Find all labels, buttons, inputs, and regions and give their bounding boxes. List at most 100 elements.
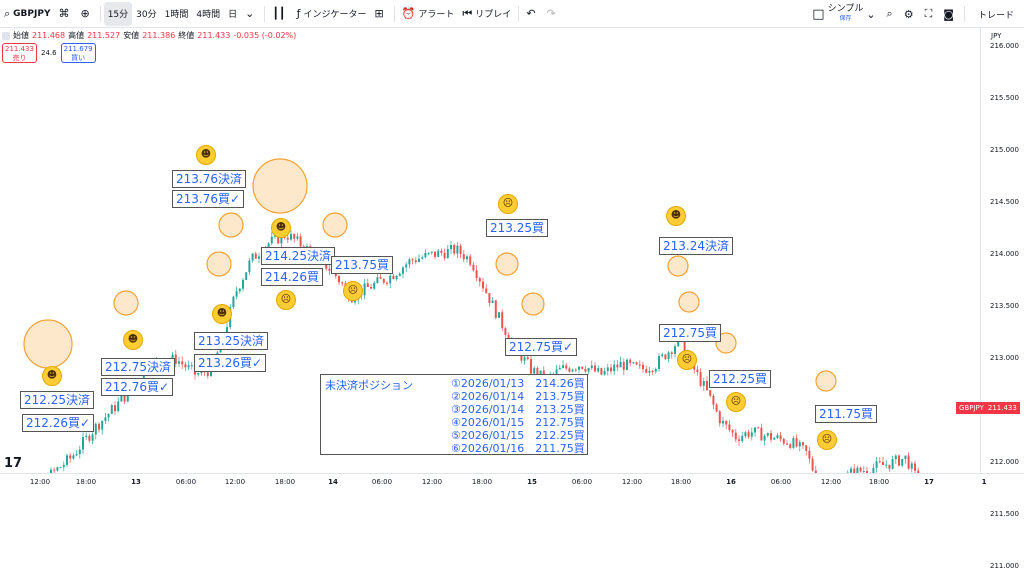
replay-label: リプレイ <box>475 7 511 20</box>
alert-button[interactable]: ⏰アラート <box>398 2 459 26</box>
sell-button[interactable]: 211.433 売り <box>2 43 37 63</box>
candle-body <box>751 432 753 436</box>
candle-body <box>437 251 439 257</box>
annotation-label: 212.25決済 <box>20 391 94 409</box>
redo-button[interactable]: ↷ <box>543 2 563 26</box>
interval-30m[interactable]: 30分 <box>132 2 160 26</box>
candle-body <box>184 364 186 367</box>
candle-body <box>626 360 628 370</box>
candle-body <box>524 357 526 360</box>
candle-body <box>754 427 756 432</box>
candle-body <box>696 370 698 372</box>
smiling-face-icon: ☻ <box>123 330 143 350</box>
trade-point-highlight <box>679 292 699 312</box>
interval-4h[interactable]: 4時間 <box>192 2 224 26</box>
indicators-label: インジケーター <box>303 7 366 20</box>
fullscreen-icon: ⛶ <box>925 7 933 21</box>
candle-body <box>802 442 804 445</box>
candle-body <box>892 459 894 469</box>
time-tick-label: 18:00 <box>76 478 96 486</box>
candle-body <box>482 282 484 289</box>
candle-body <box>479 278 481 282</box>
annotation-label: 213.76買✓ <box>172 190 244 208</box>
candle-body <box>565 365 567 368</box>
candle-body <box>805 445 807 451</box>
candle-body <box>504 328 506 335</box>
price-tick-label: 214.000 <box>990 250 1019 258</box>
candle-body <box>709 390 711 396</box>
replay-button[interactable]: ⏮リプレイ <box>458 2 515 26</box>
symbol-search[interactable]: ⌕GBPJPY <box>0 2 54 26</box>
interval-15m[interactable]: 15分 <box>104 2 132 26</box>
candle-body <box>732 430 734 433</box>
interval-day[interactable]: 日 <box>224 2 241 26</box>
open-value: 211.468 <box>32 31 65 40</box>
candle-body <box>380 277 382 279</box>
candle-body <box>408 259 410 264</box>
candle-body <box>636 362 638 364</box>
candle-body <box>572 370 574 372</box>
candle-body <box>418 259 420 262</box>
layout-button[interactable]: □ シンプル 保存 ⌄ <box>808 2 882 26</box>
candle-body <box>716 405 718 412</box>
annotation-label: 212.75買✓ <box>505 338 577 356</box>
candle-body <box>402 268 404 274</box>
currency-label: JPY <box>991 32 1001 40</box>
compare-button[interactable]: ⌘ <box>54 2 76 26</box>
annotation-label: 213.25決済 <box>194 332 268 350</box>
search-button[interactable]: ⌕ <box>883 2 900 26</box>
candle-body <box>773 438 775 440</box>
candle-body <box>104 417 106 421</box>
candle-body <box>434 252 436 257</box>
candle-body <box>885 465 887 466</box>
add-symbol-button[interactable]: ⊕ <box>76 2 96 26</box>
trade-point-highlight <box>522 293 544 315</box>
candle-body <box>882 462 884 465</box>
candle-body <box>792 438 794 448</box>
candle-body <box>386 283 388 284</box>
buy-button[interactable]: 211.679 買い <box>61 43 96 63</box>
templates-button[interactable]: ⊞ <box>370 2 390 26</box>
candle-body <box>460 246 462 254</box>
time-tick-label: 06:00 <box>771 478 791 486</box>
candle-body <box>248 261 250 273</box>
candle-body <box>786 444 788 445</box>
candle-body <box>668 352 670 359</box>
redo-icon: ↷ <box>547 7 556 20</box>
candle-body <box>453 245 455 254</box>
trade-button[interactable]: トレード <box>968 2 1024 26</box>
candle-body <box>431 252 433 253</box>
replay-icon: ⏮ <box>462 7 472 21</box>
settings-button[interactable]: ⚙ <box>900 2 921 26</box>
candle-body <box>108 414 110 417</box>
interval-dropdown[interactable]: ⌄ <box>241 2 261 26</box>
time-tick-label: 13 <box>131 478 141 486</box>
fullscreen-button[interactable]: ⛶ <box>921 2 940 26</box>
candle-body <box>904 456 906 459</box>
candle-body <box>725 421 727 425</box>
chart-type-button[interactable]: ┃┃ <box>268 2 292 26</box>
annotation-label: 213.25買 <box>486 219 548 237</box>
collapse-icon[interactable] <box>2 32 10 40</box>
candle-body <box>860 468 862 472</box>
candle-body <box>584 369 586 372</box>
candle-body <box>415 260 417 262</box>
interval-1h[interactable]: 1時間 <box>161 2 193 26</box>
candle-body <box>242 280 244 289</box>
candle-body <box>383 279 385 283</box>
candle-body <box>597 368 599 371</box>
candle-body <box>581 367 583 369</box>
indicators-icon: ƒ <box>297 7 301 20</box>
candle-body <box>405 264 407 267</box>
candle-body <box>661 354 663 356</box>
candle-body <box>232 297 234 308</box>
candle-body <box>658 356 660 369</box>
snapshot-button[interactable]: ◙ <box>939 2 961 26</box>
candle-body <box>66 455 68 464</box>
candle-body <box>530 359 532 373</box>
candle-body <box>757 427 759 428</box>
candle-body <box>389 276 391 284</box>
undo-button[interactable]: ↶ <box>522 2 542 26</box>
